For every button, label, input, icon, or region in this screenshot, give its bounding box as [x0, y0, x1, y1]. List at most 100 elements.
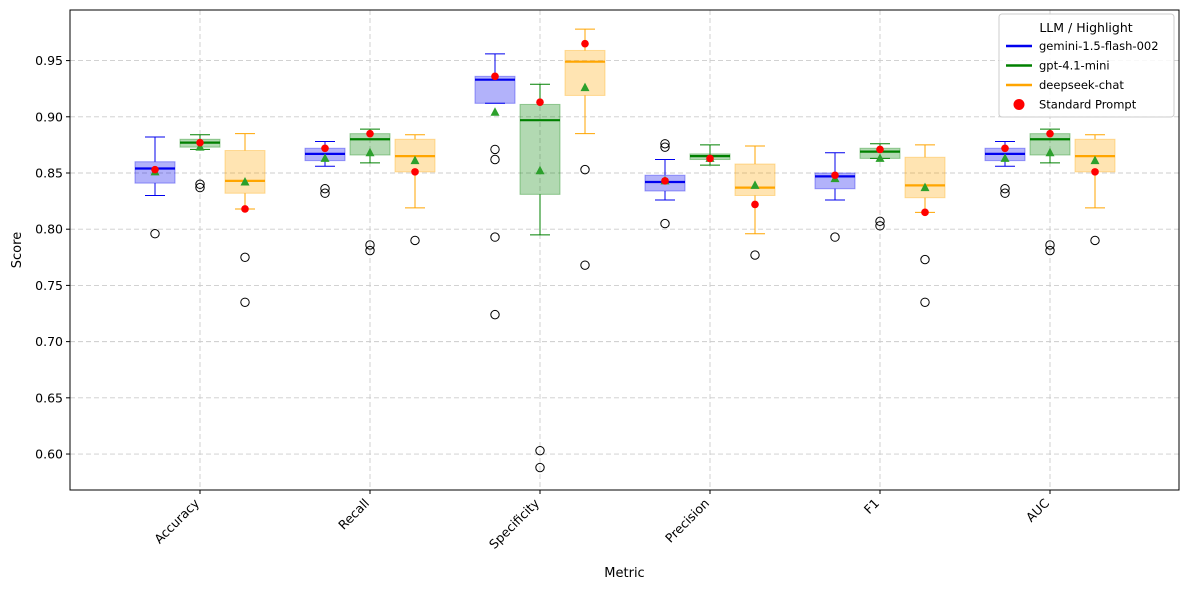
box-group: [689, 144, 731, 166]
box-series: [134, 28, 1116, 473]
outlier-point: [875, 221, 885, 231]
outlier-point: [195, 179, 205, 189]
standard-prompt-point: [241, 205, 249, 213]
outlier-point: [535, 462, 545, 473]
box-iqr: [904, 156, 946, 199]
legend-title: LLM / Highlight: [1039, 20, 1132, 35]
x-tick-label: F1: [861, 496, 882, 517]
x-tick-label: Specificity: [486, 495, 543, 552]
mean-marker: [1045, 147, 1055, 157]
outlier-point: [920, 297, 930, 307]
y-tick-label: 0.70: [35, 334, 63, 349]
mean-marker: [240, 176, 250, 186]
outlier-point: [240, 297, 250, 307]
outlier-point: [920, 254, 930, 265]
box-iqr: [564, 49, 606, 96]
outlier-point: [750, 250, 760, 260]
mean-marker: [365, 147, 375, 157]
outlier-point: [660, 218, 670, 229]
outlier-point: [240, 252, 250, 263]
standard-prompt-point: [196, 138, 204, 147]
y-tick-label: 0.60: [35, 447, 63, 462]
mean-marker: [920, 182, 930, 192]
standard-prompt-point: [1091, 168, 1099, 176]
x-tick-label: Accuracy: [151, 495, 202, 546]
outlier-point: [1045, 245, 1055, 256]
x-axis: Accuracy Recall Specificity Precision F1 AUC: [151, 490, 1052, 552]
outlier-point: [580, 260, 590, 270]
outlier-point: [830, 232, 840, 242]
box-group: [349, 128, 391, 256]
standard-prompt-point: [321, 144, 329, 153]
standard-prompt-point: [491, 72, 499, 81]
outlier-point: [195, 182, 205, 193]
outlier-point: [365, 240, 375, 250]
y-tick-label: 0.65: [35, 390, 63, 405]
box-group: [644, 139, 686, 229]
outlier-point: [1045, 240, 1055, 250]
mean-marker: [1090, 155, 1100, 165]
legend-entry-label: deepseek-chat: [1039, 78, 1124, 92]
outlier-point: [320, 188, 330, 198]
standard-prompt-point: [921, 208, 929, 217]
box-group: [224, 133, 266, 307]
box-group: [904, 144, 946, 307]
outlier-point: [580, 164, 590, 175]
outlier-point: [875, 216, 885, 227]
box-iqr: [519, 103, 561, 195]
legend-entry-label: gpt-4.1-mini: [1039, 59, 1110, 73]
standard-prompt-point: [151, 165, 159, 174]
x-axis-label: Metric: [604, 566, 644, 581]
box-iqr: [474, 75, 516, 104]
legend-entry-label: Standard Prompt: [1039, 98, 1137, 112]
outlier-point: [410, 235, 420, 246]
outlier-point: [150, 229, 160, 239]
box-iqr: [734, 163, 776, 196]
standard-prompt-point: [706, 154, 714, 163]
standard-prompt-point: [751, 200, 759, 209]
legend-frame: [998, 13, 1175, 118]
box-group: [734, 145, 776, 260]
standard-prompt-point: [1046, 129, 1054, 138]
box-group: [1074, 134, 1116, 246]
box-iqr: [224, 150, 266, 194]
outlier-point: [490, 144, 500, 155]
outlier-point: [660, 142, 670, 152]
mean-marker: [320, 153, 330, 162]
outlier-point: [365, 245, 375, 256]
mean-marker: [410, 155, 420, 165]
mean-marker: [875, 153, 885, 162]
box-group: [474, 53, 516, 320]
outlier-point: [535, 445, 545, 456]
standard-prompt-point: [411, 168, 419, 176]
y-tick-label: 0.80: [35, 222, 63, 237]
box-group: [179, 134, 221, 193]
outlier-point: [1090, 235, 1100, 246]
standard-prompt-point: [661, 177, 669, 185]
y-axis-label: Score: [10, 232, 25, 268]
outlier-point: [320, 184, 330, 194]
standard-prompt-point: [876, 145, 884, 154]
x-tick-label: Precision: [662, 496, 712, 546]
mean-marker: [750, 180, 760, 189]
outlier-point: [1000, 184, 1010, 194]
outlier-point: [1000, 188, 1010, 198]
standard-prompt-point: [581, 39, 589, 48]
box-group: [519, 83, 561, 473]
standard-prompt-point: [366, 129, 374, 138]
y-tick-label: 0.95: [35, 53, 63, 68]
outlier-point: [490, 232, 500, 242]
standard-prompt-point: [831, 171, 839, 180]
outlier-point: [660, 139, 670, 149]
box-group: [859, 143, 901, 231]
y-tick-label: 0.75: [35, 278, 63, 293]
mean-marker: [580, 82, 590, 92]
mean-marker: [490, 107, 500, 116]
box-group: [304, 141, 346, 198]
standard-prompt-point: [536, 98, 544, 106]
box-group: [134, 136, 176, 239]
legend: LLM / Highlight gemini-1.5-flash-002 gpt-…: [998, 13, 1175, 118]
box-group: [1029, 128, 1071, 256]
x-tick-label: Recall: [335, 496, 372, 533]
